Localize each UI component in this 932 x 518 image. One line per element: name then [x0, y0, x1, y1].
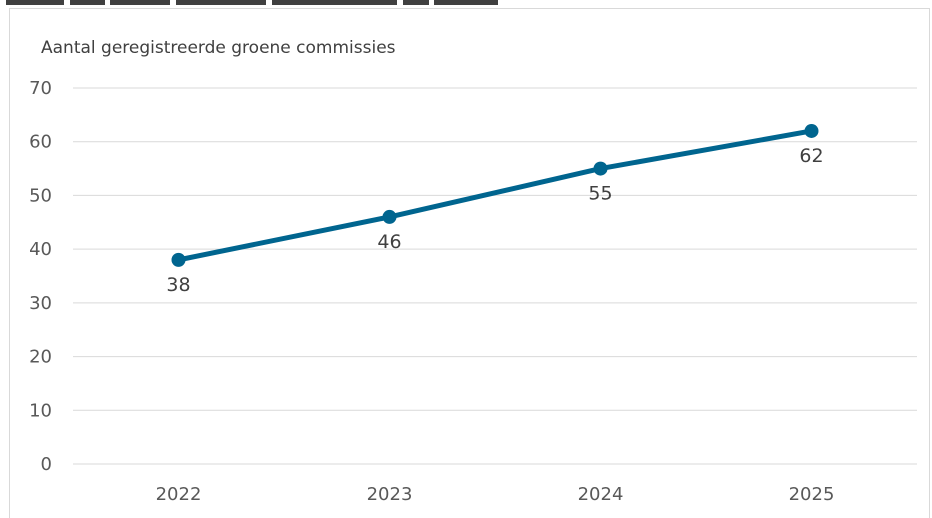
y-tick-label: 20	[29, 347, 52, 368]
series-polyline	[176, 128, 814, 263]
data-points	[171, 123, 819, 267]
y-tick-label: 70	[29, 78, 52, 99]
x-axis-ticks: 2022 2023 2024 2025	[156, 484, 835, 505]
series-line	[176, 128, 814, 263]
data-point	[171, 252, 186, 267]
chart-frame	[9, 8, 930, 518]
cropped-header-fragment	[0, 0, 932, 18]
y-tick-label: 50	[29, 185, 52, 206]
data-point	[593, 161, 608, 176]
data-label: 62	[799, 145, 823, 167]
y-axis-ticks: 0 10 20 30 40 50 60 70	[29, 78, 52, 475]
data-label: 55	[588, 183, 612, 205]
data-point	[382, 209, 397, 224]
data-label: 38	[166, 274, 190, 296]
x-tick-label: 2022	[156, 484, 202, 505]
x-tick-label: 2024	[578, 484, 624, 505]
x-tick-label: 2025	[789, 484, 835, 505]
x-tick-label: 2023	[367, 484, 413, 505]
gridlines	[73, 87, 917, 465]
y-tick-label: 10	[29, 400, 52, 421]
data-label: 46	[377, 231, 401, 253]
data-labels: 38 46 55 62	[166, 145, 823, 296]
y-tick-label: 30	[29, 293, 52, 314]
y-tick-label: 40	[29, 239, 52, 260]
chart-title: Aantal geregistreerde groene commissies	[41, 38, 396, 58]
data-point	[804, 123, 819, 138]
y-tick-label: 0	[41, 454, 52, 475]
y-tick-label: 60	[29, 132, 52, 153]
